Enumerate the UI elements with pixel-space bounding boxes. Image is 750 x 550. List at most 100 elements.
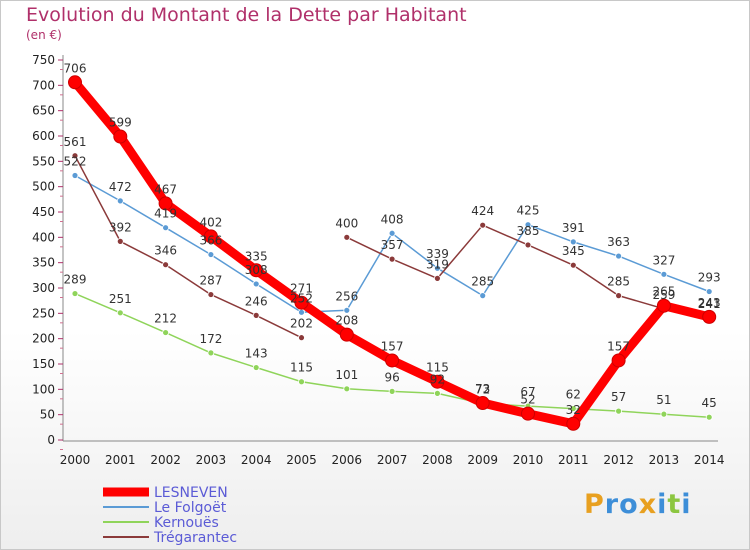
- y-tick-label: 350: [32, 256, 55, 270]
- data-label-kernoues: 172: [199, 332, 222, 346]
- data-point-tregarantec: [343, 233, 351, 241]
- data-point-le-folgoet: [479, 292, 487, 300]
- data-label-kernoues: 115: [290, 361, 313, 375]
- data-point-lesneven: [521, 406, 535, 421]
- data-label-tregarantec: 385: [517, 224, 540, 238]
- y-tick-label: 0: [47, 433, 55, 447]
- data-label-lesneven: 208: [335, 314, 358, 328]
- chart-title: Evolution du Montant de la Dette par Hab…: [26, 4, 467, 26]
- data-label-le-folgoet: 425: [517, 204, 540, 218]
- data-point-tregarantec: [207, 291, 215, 298]
- data-label-le-folgoet: 363: [607, 235, 630, 249]
- data-label-tregarantec: 287: [199, 274, 222, 288]
- data-label-lesneven: 335: [245, 249, 268, 263]
- logo-letter: P: [584, 489, 605, 520]
- y-tick-label: 400: [32, 230, 55, 244]
- data-point-le-folgoet: [71, 172, 79, 179]
- logo-letter: t: [667, 489, 682, 520]
- data-label-le-folgoet: 256: [335, 289, 358, 303]
- data-point-tregarantec: [162, 261, 170, 269]
- logo-letter: i: [681, 489, 692, 520]
- y-tick-label: 750: [32, 53, 55, 67]
- legend-label: Kernouës: [154, 515, 219, 531]
- x-tick-label: 2013: [649, 453, 680, 467]
- data-label-lesneven: 32: [566, 403, 581, 417]
- data-label-lesneven: 402: [199, 215, 222, 229]
- data-label-tregarantec: 345: [562, 244, 585, 258]
- logo-letter: i: [657, 489, 668, 520]
- x-tick-label: 2001: [105, 453, 136, 467]
- data-label-kernoues: 72: [475, 383, 490, 397]
- y-tick-label: 700: [32, 78, 55, 92]
- legend-label: Trégarantec: [153, 530, 237, 546]
- data-label-le-folgoet: 419: [154, 207, 177, 221]
- data-point-tregarantec: [388, 255, 396, 263]
- data-point-le-folgoet: [207, 251, 215, 258]
- data-point-kernoues: [615, 407, 622, 415]
- data-point-lesneven: [158, 196, 173, 211]
- data-point-lesneven: [203, 229, 218, 244]
- y-tick-label: 300: [32, 281, 55, 295]
- data-point-tregarantec: [569, 261, 577, 269]
- data-point-tregarantec: [524, 241, 532, 249]
- data-label-lesneven: 73: [475, 382, 490, 396]
- data-label-lesneven: 243: [698, 296, 721, 310]
- data-label-lesneven: 706: [64, 61, 87, 75]
- x-tick-label: 2000: [60, 453, 91, 467]
- data-label-le-folgoet: 252: [290, 291, 313, 305]
- data-label-kernoues: 67: [520, 385, 535, 399]
- data-label-kernoues: 143: [245, 347, 268, 361]
- y-tick-label: 600: [32, 129, 55, 143]
- data-label-le-folgoet: 366: [199, 234, 222, 248]
- data-label-le-folgoet: 408: [381, 212, 404, 226]
- data-label-le-folgoet: 293: [698, 271, 721, 285]
- data-label-kernoues: 212: [154, 312, 177, 326]
- data-point-lesneven: [339, 327, 354, 342]
- data-label-kernoues: 57: [611, 390, 626, 404]
- y-tick-label: 450: [32, 205, 55, 219]
- data-point-tregarantec: [298, 334, 305, 342]
- logo-letter: o: [619, 489, 639, 520]
- y-tick-label: 100: [32, 382, 55, 396]
- data-point-lesneven: [566, 416, 581, 431]
- data-label-tregarantec: 319: [426, 257, 449, 271]
- data-label-le-folgoet: 339: [426, 247, 449, 261]
- data-point-lesneven: [475, 396, 490, 411]
- data-point-lesneven: [611, 353, 626, 368]
- y-tick-label: 50: [40, 408, 55, 422]
- data-point-lesneven: [702, 309, 717, 324]
- data-point-kernoues: [162, 329, 170, 336]
- chart-subtitle: (en €): [26, 28, 62, 42]
- data-point-le-folgoet: [569, 238, 577, 246]
- data-point-kernoues: [343, 385, 351, 393]
- data-label-lesneven: 467: [154, 182, 177, 196]
- y-tick-label: 200: [32, 332, 55, 346]
- data-point-lesneven: [68, 75, 82, 90]
- x-tick-label: 2007: [377, 453, 408, 467]
- data-point-tregarantec: [479, 221, 487, 229]
- data-label-lesneven: 599: [109, 116, 132, 130]
- data-point-kernoues: [71, 290, 79, 297]
- legend-label: Le Folgoët: [154, 500, 227, 516]
- y-tick-label: 650: [32, 104, 55, 118]
- x-tick-label: 2005: [286, 453, 317, 467]
- data-point-kernoues: [433, 389, 441, 397]
- data-point-tregarantec: [116, 237, 124, 245]
- data-label-kernoues: 62: [566, 388, 581, 402]
- data-label-tregarantec: 241: [698, 297, 721, 311]
- data-point-le-folgoet: [615, 252, 622, 260]
- data-label-tregarantec: 202: [290, 317, 313, 331]
- data-point-kernoues: [388, 387, 396, 395]
- x-tick-label: 2002: [150, 453, 181, 467]
- logo-letter: x: [638, 489, 658, 520]
- data-point-le-folgoet: [298, 308, 305, 316]
- data-point-lesneven: [249, 263, 264, 278]
- x-tick-label: 2012: [603, 453, 634, 467]
- data-point-kernoues: [207, 349, 215, 357]
- data-point-lesneven: [385, 353, 400, 368]
- data-point-kernoues: [116, 309, 124, 317]
- data-label-lesneven: 115: [426, 361, 449, 375]
- x-tick-label: 2006: [332, 453, 363, 467]
- data-label-tregarantec: 357: [381, 238, 404, 252]
- data-label-kernoues: 45: [702, 396, 717, 410]
